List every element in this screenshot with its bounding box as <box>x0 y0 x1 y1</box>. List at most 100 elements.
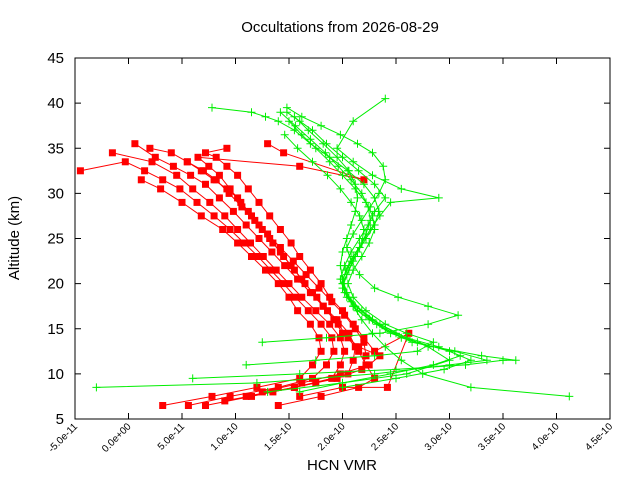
series-0-point <box>242 392 250 400</box>
series-1-point <box>374 189 383 198</box>
series-0-point <box>205 162 213 170</box>
series-1-point <box>368 148 377 157</box>
series-0-point <box>376 352 384 360</box>
series-0-point <box>197 212 205 220</box>
series-0-point <box>221 212 229 220</box>
series-1-point <box>347 257 356 266</box>
series-0-point <box>148 158 156 166</box>
y-tick-label: 20 <box>47 276 64 293</box>
series-0-point <box>355 343 363 351</box>
series-1-point <box>280 130 289 139</box>
series-0-point <box>141 167 149 175</box>
series-1-point <box>341 266 350 275</box>
series-0-point <box>226 226 234 233</box>
series-1-point <box>351 184 360 193</box>
series-1-point <box>349 252 358 261</box>
series-0-point <box>317 320 325 328</box>
series-0-point <box>294 275 302 283</box>
series-1-point <box>413 347 422 356</box>
series-0-point <box>234 171 242 179</box>
series-0-point <box>274 402 282 409</box>
y-tick-label: 15 <box>47 321 64 338</box>
series-0-point <box>296 374 304 382</box>
series-1 <box>92 94 574 401</box>
y-tick-label: 45 <box>47 50 64 67</box>
x-tick-label: 5.0e-11 <box>156 421 188 453</box>
series-1-profile-5-line <box>299 98 462 393</box>
x-tick-label: 4.0e-10 <box>530 421 562 453</box>
series-0-point <box>360 334 368 342</box>
series-1-point <box>336 130 345 139</box>
series-0-point <box>287 262 295 270</box>
series-0-point <box>167 149 175 157</box>
series-0-point <box>206 198 214 206</box>
series-1-point <box>381 175 390 184</box>
series-0-point <box>362 352 370 360</box>
series-0-point <box>146 144 154 152</box>
series-0-point <box>208 392 216 400</box>
series-0-point <box>253 383 261 391</box>
series-1-point <box>364 221 373 229</box>
series-0-point <box>215 171 223 179</box>
series-0-point <box>194 153 202 161</box>
series-0-point <box>296 392 304 400</box>
series-0-point <box>202 402 209 409</box>
series-0-point <box>76 167 84 175</box>
series-0-point <box>221 397 229 405</box>
series-0-point <box>276 248 284 256</box>
series-1-point <box>258 338 267 347</box>
series-0-point <box>248 253 255 260</box>
series-1-point <box>336 184 345 193</box>
series-0-point <box>108 149 116 157</box>
x-tick-label: 3.5e-10 <box>476 421 508 453</box>
series-1-point <box>397 356 406 365</box>
y-tick-label: 40 <box>47 95 64 112</box>
series-1-point <box>295 369 304 378</box>
series-0-point <box>336 370 344 378</box>
series-0-point <box>210 212 218 220</box>
series-1-point <box>370 180 379 189</box>
series-0-point <box>274 383 282 391</box>
series-0-point <box>169 162 177 170</box>
series-0-point <box>365 361 373 369</box>
series-0-point <box>285 280 293 288</box>
series-1-point <box>466 356 475 365</box>
series-1-point <box>338 248 347 256</box>
series-1-point <box>440 365 449 374</box>
series-0-point <box>255 221 263 229</box>
series-1-point <box>413 338 422 347</box>
series-0-point <box>219 226 227 233</box>
series-1-point <box>357 252 366 261</box>
series-1-point <box>379 162 388 171</box>
series-0-point <box>319 302 327 310</box>
series-1-point <box>317 121 326 130</box>
series-1-point <box>347 198 356 207</box>
series-0-point <box>159 176 167 184</box>
series-0-point <box>242 221 250 229</box>
series-1-point <box>397 184 406 193</box>
series-0-point <box>229 207 237 215</box>
series-1-point <box>274 117 283 126</box>
series-1-point <box>386 198 395 207</box>
series-0-point <box>264 230 272 238</box>
series-1-point <box>456 351 465 360</box>
series-1-point <box>511 356 520 365</box>
series-0-point <box>344 370 352 378</box>
series-0-point <box>312 307 320 315</box>
x-tick-label: 4.5e-10 <box>583 421 615 453</box>
series-1-point <box>311 356 320 365</box>
series-1-point <box>368 171 377 180</box>
series-1-point <box>92 383 101 392</box>
series-1-point <box>290 112 299 121</box>
series-0-point <box>238 203 246 211</box>
series-0-point <box>151 153 159 161</box>
series-1-point <box>355 234 364 243</box>
series-0-point <box>304 307 312 315</box>
series-0-point <box>210 176 218 184</box>
x-tick-label: 3.0e-10 <box>423 421 455 453</box>
series-0-point <box>291 293 299 301</box>
series-0-point <box>324 307 331 315</box>
series-0-point <box>176 185 184 193</box>
series-1-point <box>325 157 334 166</box>
x-tick-label: 1.5e-10 <box>262 421 294 453</box>
